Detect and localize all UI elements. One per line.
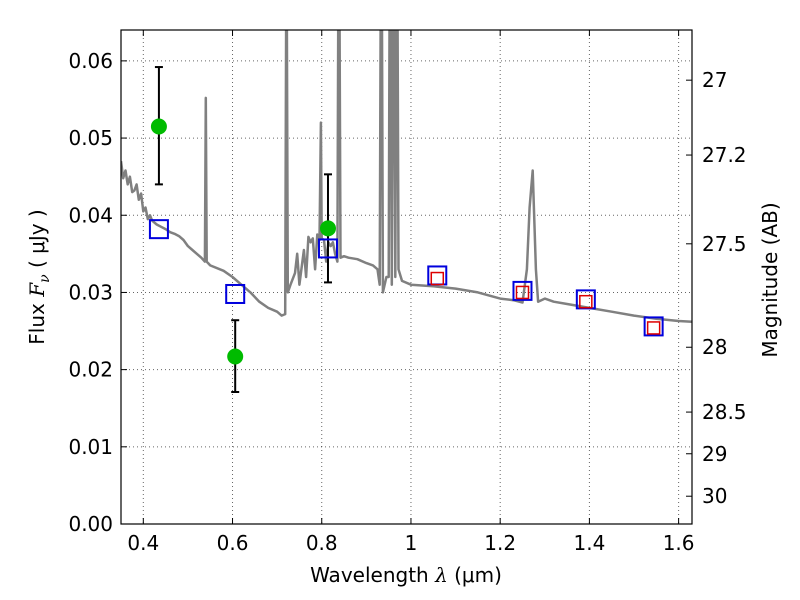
y-tick-label: 0.01 bbox=[68, 435, 113, 459]
x-tick-label: 1.6 bbox=[663, 531, 695, 555]
x-tick-label: 0.4 bbox=[127, 531, 159, 555]
y-tick-label: 0.00 bbox=[68, 512, 113, 536]
model-square-inner bbox=[579, 294, 593, 309]
model-square bbox=[225, 283, 246, 304]
y-tick-label: 0.04 bbox=[68, 203, 113, 227]
y2-axis-ticks: 27 27.2 27.5 28 28.5 29 30 bbox=[686, 68, 747, 508]
y-axis-ticks: 0.00 0.01 0.02 0.03 0.04 0.05 0.06 bbox=[68, 49, 127, 536]
model-square bbox=[317, 238, 338, 259]
model-spectrum-line bbox=[121, 30, 692, 324]
model-square-inner bbox=[646, 321, 661, 335]
y-tick-label: 0.05 bbox=[68, 126, 113, 150]
y2-tick-label: 29 bbox=[702, 442, 727, 466]
plot-area bbox=[121, 30, 692, 394]
y2-axis-label: Magnitude (AB) bbox=[758, 202, 782, 357]
y2-tick-label: 28.5 bbox=[702, 400, 747, 424]
x-tick-label: 0.8 bbox=[306, 531, 338, 555]
x-tick-label: 1.2 bbox=[484, 531, 516, 555]
y-axis-label: Flux Fν ( μJy ) bbox=[25, 209, 53, 344]
y2-tick-label: 27.2 bbox=[702, 143, 747, 167]
model-square bbox=[512, 280, 533, 301]
observed-point bbox=[150, 118, 167, 135]
x-axis-label: Wavelength λ (μm) bbox=[310, 563, 502, 587]
observed-point bbox=[319, 220, 336, 237]
y-tick-label: 0.03 bbox=[68, 280, 113, 304]
y2-tick-label: 27 bbox=[702, 68, 727, 92]
x-tick-label: 1.4 bbox=[573, 531, 605, 555]
x-tick-label: 1 bbox=[405, 531, 418, 555]
x-axis-ticks: 0.4 0.6 0.8 1 1.2 1.4 1.6 bbox=[127, 30, 695, 555]
model-square-inner bbox=[430, 271, 445, 286]
y-tick-label: 0.02 bbox=[68, 358, 113, 382]
plot-frame bbox=[120, 29, 693, 525]
y2-tick-label: 27.5 bbox=[702, 232, 747, 256]
markers bbox=[148, 118, 664, 365]
observed-point bbox=[227, 348, 244, 365]
errorbars bbox=[154, 66, 332, 394]
model-square bbox=[148, 219, 169, 240]
y-tick-label: 0.06 bbox=[68, 49, 113, 73]
x-tick-label: 0.6 bbox=[217, 531, 249, 555]
y2-tick-label: 30 bbox=[702, 484, 727, 508]
y2-tick-label: 28 bbox=[702, 335, 727, 359]
model-square-inner bbox=[515, 285, 530, 300]
model-square bbox=[643, 316, 664, 337]
